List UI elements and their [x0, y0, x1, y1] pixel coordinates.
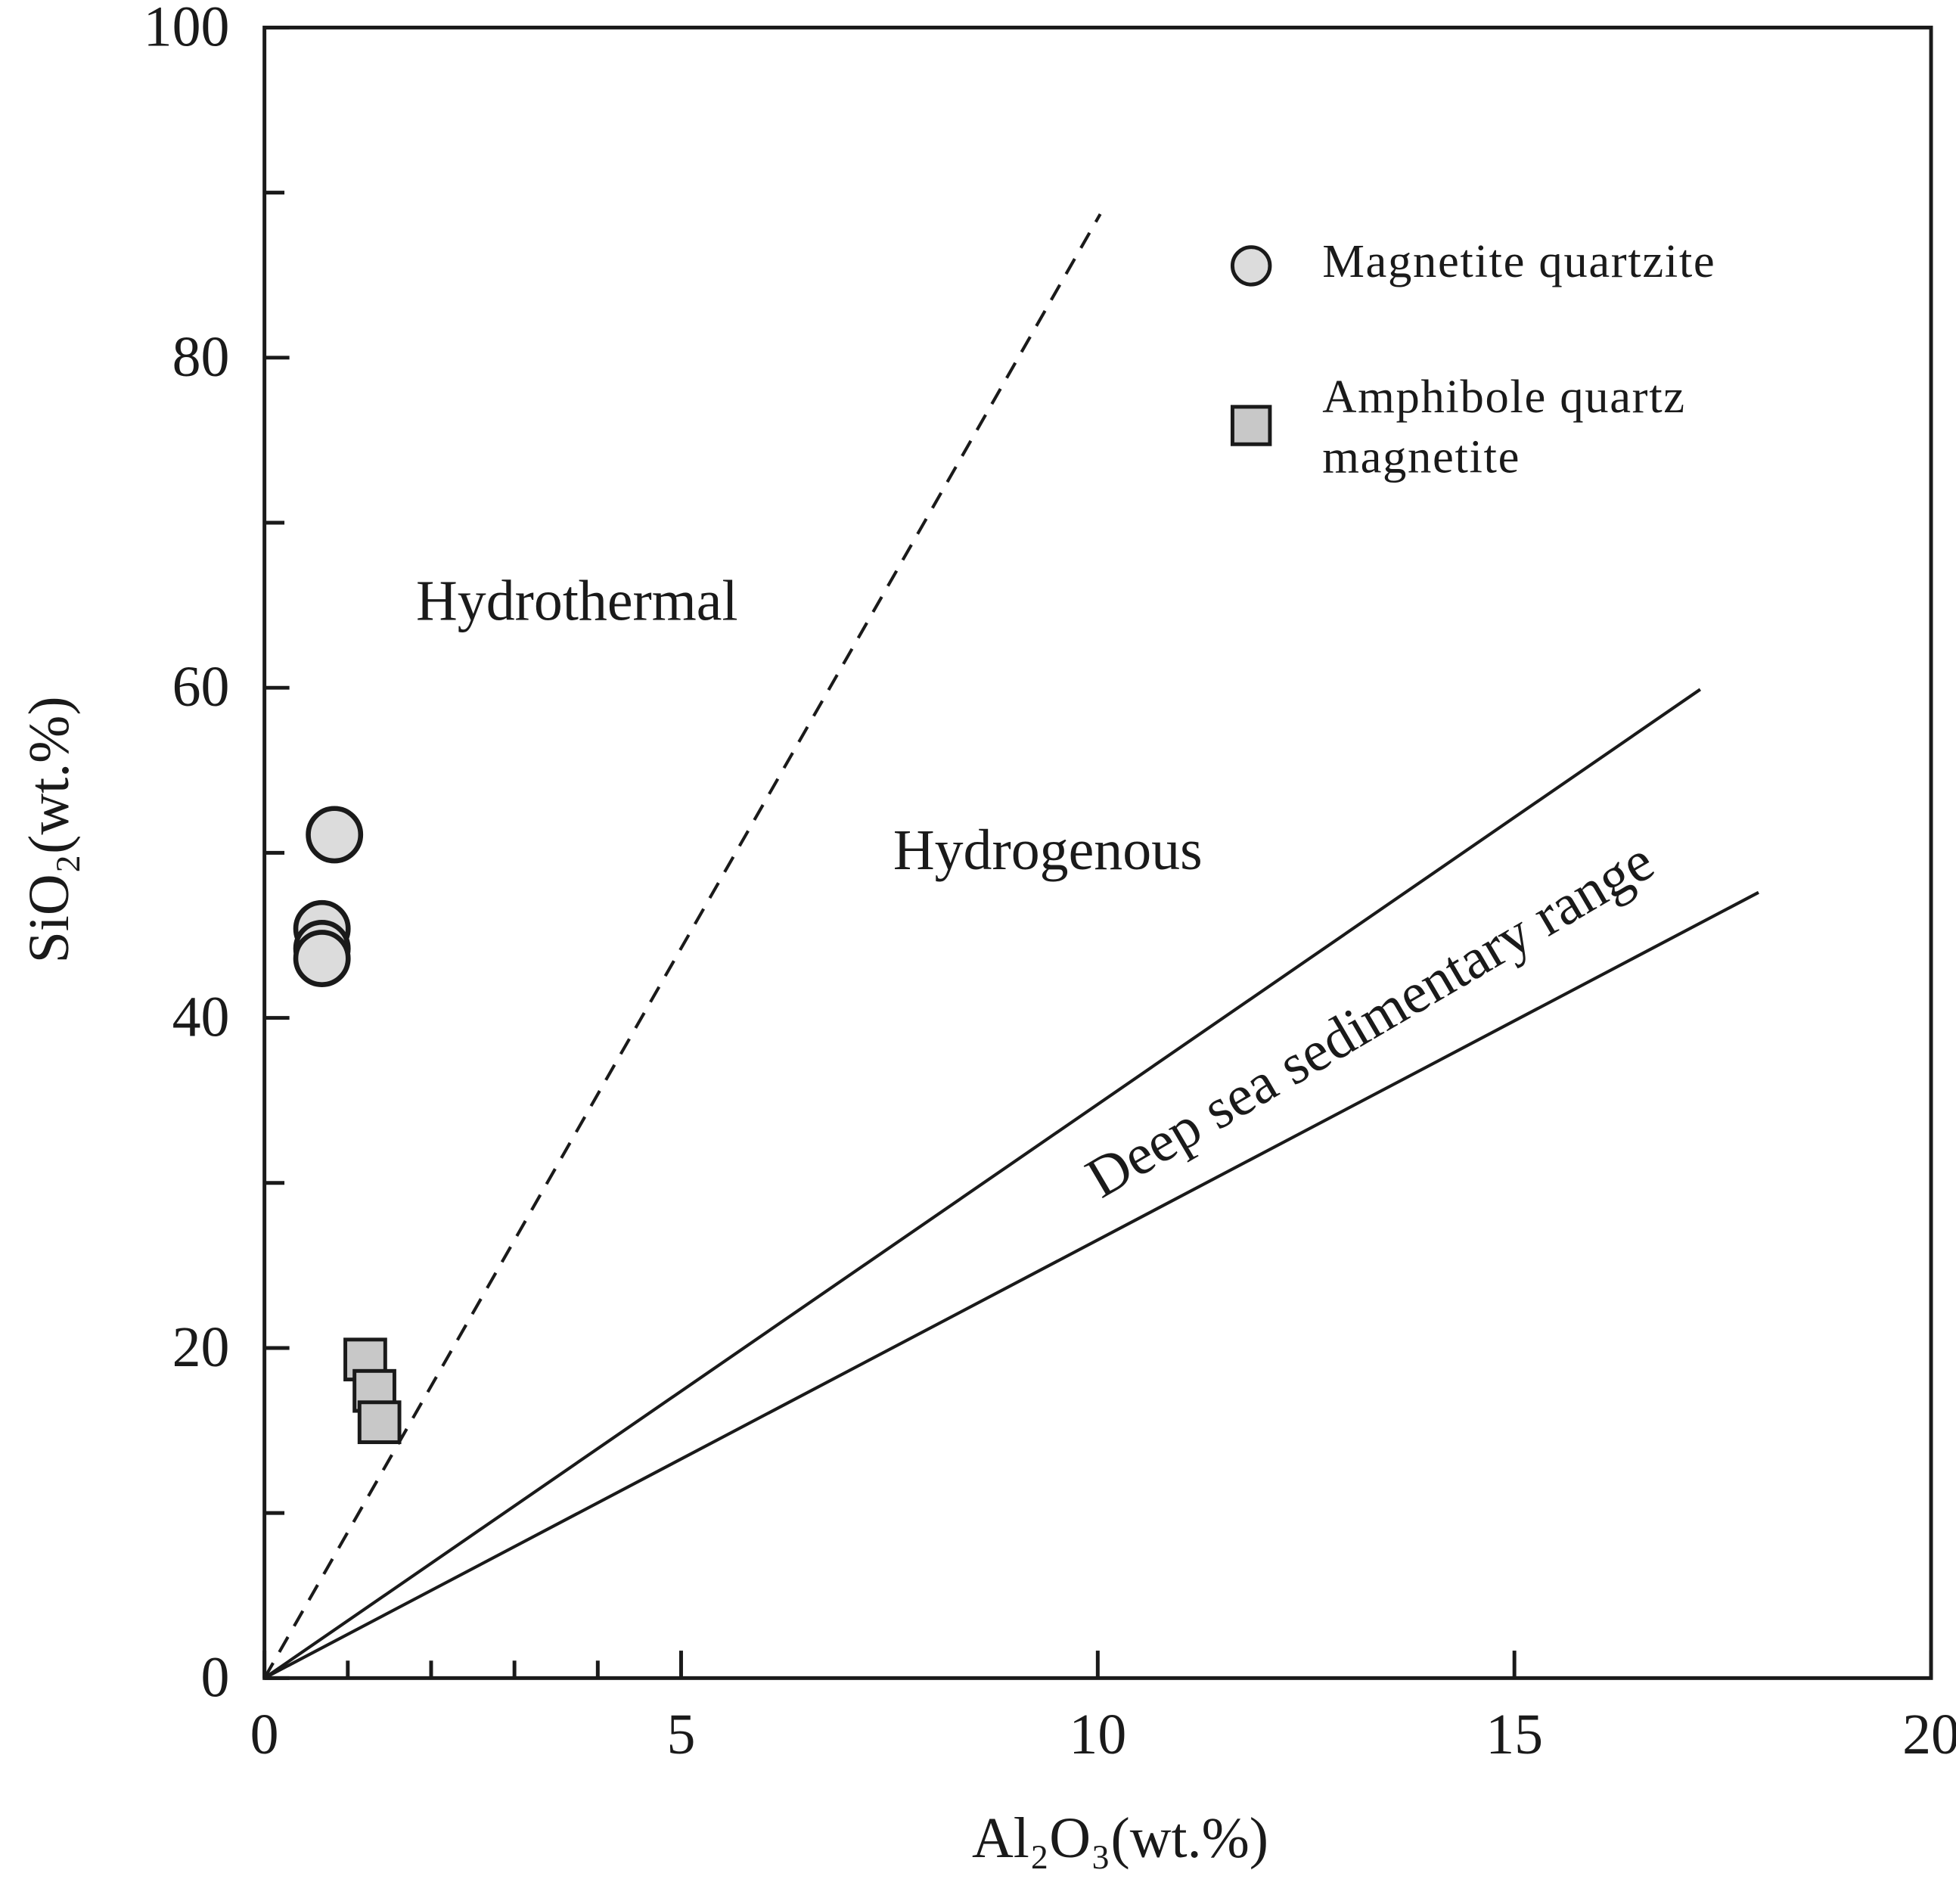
legend-label: Amphibole quartz magnetite [1322, 371, 1686, 483]
x-tick-label: 20 [1902, 1703, 1956, 1766]
legend-marker [1230, 245, 1272, 287]
annotation: Hydrogenous [893, 818, 1203, 882]
annotation: Deep sea sedimentary range [1076, 829, 1664, 1210]
x-tick-label: 5 [667, 1703, 696, 1766]
y-tick-label: 80 [172, 325, 230, 389]
x-axis-label: Al₂O₃(wt.%) [972, 1806, 1268, 1870]
y-tick-label: 20 [172, 1315, 230, 1379]
y-tick-label: 0 [201, 1645, 230, 1709]
dashed-boundary [262, 213, 1102, 1679]
y-tick-label: 40 [172, 986, 230, 1049]
annotation: Hydrothermal [416, 570, 738, 633]
x-tick-label: 15 [1486, 1703, 1543, 1766]
circle-point [306, 806, 364, 864]
boundary-line [263, 890, 1759, 1680]
y-tick-label: 60 [172, 655, 230, 719]
legend-marker [1230, 405, 1272, 446]
x-tick-label: 0 [250, 1703, 279, 1766]
x-tick-label: 10 [1069, 1703, 1126, 1766]
boundary-line [263, 688, 1702, 1680]
square-point [357, 1400, 402, 1445]
y-axis-label: SiO₂(wt.%) [17, 696, 81, 963]
y-tick-label: 100 [144, 0, 230, 58]
circle-point [293, 930, 351, 987]
legend-label: Magnetite quartzite [1322, 235, 1715, 287]
